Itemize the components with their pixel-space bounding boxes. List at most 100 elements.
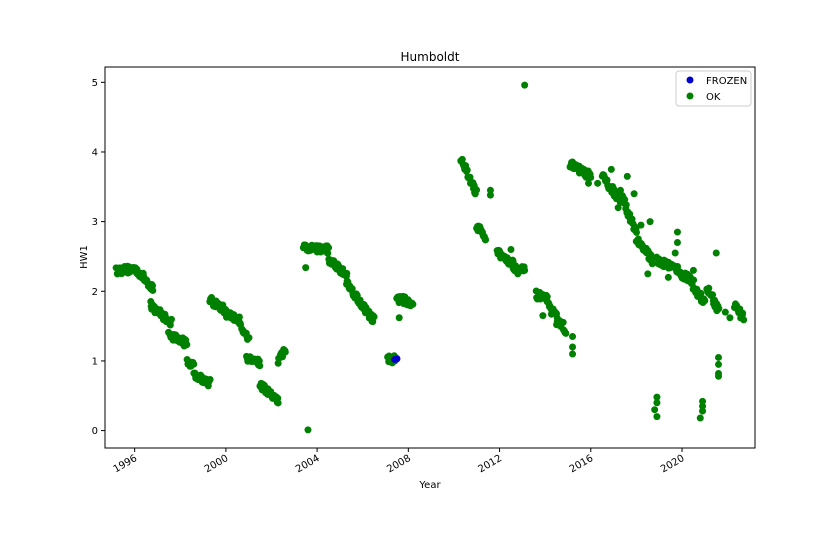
data-point-ok bbox=[651, 406, 659, 414]
data-point-ok bbox=[569, 350, 577, 358]
data-point-ok bbox=[482, 236, 490, 244]
data-point-ok bbox=[190, 360, 198, 368]
data-layer bbox=[112, 81, 748, 434]
data-point-ok bbox=[633, 228, 641, 236]
data-point-ok bbox=[644, 270, 652, 278]
y-tick-label: 4 bbox=[92, 147, 98, 158]
data-point-ok bbox=[712, 249, 720, 257]
data-point-ok bbox=[671, 249, 679, 257]
data-point-ok bbox=[507, 245, 515, 253]
data-point-ok bbox=[521, 266, 529, 274]
data-point-ok bbox=[630, 190, 638, 198]
data-point-ok bbox=[274, 399, 282, 407]
data-point-ok bbox=[689, 266, 697, 274]
data-point-ok bbox=[235, 313, 243, 321]
data-point-ok bbox=[715, 372, 723, 380]
y-tick-label: 3 bbox=[92, 217, 98, 228]
data-point-ok bbox=[690, 276, 698, 284]
data-point-ok bbox=[637, 221, 645, 229]
data-point-ok bbox=[726, 314, 734, 322]
data-point-ok bbox=[553, 321, 561, 329]
x-tick-label: 2020 bbox=[659, 453, 687, 475]
legend-label-frozen: FROZEN bbox=[706, 76, 747, 87]
legend-marker-frozen bbox=[686, 76, 694, 84]
data-point-ok bbox=[616, 186, 624, 194]
data-point-ok bbox=[699, 407, 707, 415]
x-axis-ticks: 1996 2000 2004 2008 2012 2016 2020 bbox=[112, 448, 687, 475]
plot-frame bbox=[104, 66, 756, 449]
data-point-ok bbox=[149, 286, 157, 294]
data-point-ok bbox=[653, 413, 661, 421]
data-point-ok bbox=[206, 376, 214, 384]
data-point-ok bbox=[473, 186, 481, 194]
legend-label-ok: OK bbox=[706, 92, 721, 103]
data-point-ok bbox=[324, 249, 332, 257]
legend-marker-ok bbox=[686, 92, 694, 100]
data-point-ok bbox=[607, 165, 615, 173]
data-point-ok bbox=[664, 273, 672, 281]
y-axis-label: HW1 bbox=[79, 245, 90, 269]
data-point-ok bbox=[486, 191, 494, 199]
data-point-ok bbox=[715, 305, 723, 313]
data-point-ok bbox=[539, 312, 547, 320]
chart-title: Humboldt bbox=[401, 50, 460, 64]
data-point-ok bbox=[302, 264, 310, 272]
data-point-ok bbox=[325, 244, 333, 252]
data-point-ok bbox=[585, 179, 593, 187]
y-tick-label: 1 bbox=[92, 356, 98, 367]
data-point-ok bbox=[699, 397, 707, 405]
x-tick-label: 2012 bbox=[477, 453, 505, 475]
data-point-ok bbox=[709, 291, 717, 299]
data-point-ok bbox=[463, 166, 471, 174]
data-point-ok bbox=[256, 362, 264, 370]
data-point-ok bbox=[622, 201, 630, 209]
data-point-ok bbox=[603, 176, 611, 184]
data-point-ok bbox=[343, 269, 351, 277]
data-point-ok bbox=[721, 308, 729, 316]
data-point-ok bbox=[167, 315, 175, 323]
data-point-ok bbox=[486, 186, 494, 194]
data-point-ok bbox=[673, 228, 681, 236]
data-point-ok bbox=[166, 321, 174, 329]
data-point-ok bbox=[715, 360, 723, 368]
y-tick-label: 5 bbox=[92, 78, 98, 89]
data-point-ok bbox=[562, 329, 570, 337]
data-point-ok bbox=[543, 293, 551, 301]
data-point-ok bbox=[304, 426, 312, 434]
data-point-ok bbox=[701, 297, 709, 305]
data-point-ok bbox=[739, 309, 747, 317]
data-point-ok bbox=[587, 174, 595, 182]
data-point-ok bbox=[521, 81, 529, 89]
x-tick-label: 2000 bbox=[203, 453, 231, 475]
data-point-ok bbox=[699, 402, 707, 410]
legend-box bbox=[675, 70, 752, 107]
x-tick-label: 1996 bbox=[112, 453, 140, 475]
data-point-ok bbox=[594, 179, 602, 187]
data-point-ok bbox=[281, 348, 289, 356]
y-axis-ticks: 0 1 2 3 4 5 bbox=[92, 78, 105, 437]
data-point-ok bbox=[646, 218, 654, 226]
data-point-ok bbox=[705, 284, 713, 292]
data-point-ok bbox=[559, 318, 567, 326]
x-tick-label: 2016 bbox=[568, 453, 596, 475]
data-point-ok bbox=[614, 204, 622, 212]
x-tick-label: 2008 bbox=[385, 453, 413, 475]
data-point-ok bbox=[370, 313, 378, 321]
data-point-ok bbox=[183, 341, 191, 349]
data-point-ok bbox=[348, 285, 356, 293]
y-tick-label: 2 bbox=[92, 287, 98, 298]
data-point-ok bbox=[697, 289, 705, 297]
data-point-ok bbox=[409, 300, 417, 308]
data-point-ok bbox=[648, 260, 656, 268]
data-point-ok bbox=[569, 333, 577, 341]
data-point-ok bbox=[395, 314, 403, 322]
data-point-ok bbox=[514, 270, 522, 278]
x-axis-label: Year bbox=[418, 480, 441, 491]
data-point-ok bbox=[673, 239, 681, 247]
data-point-ok bbox=[696, 414, 704, 422]
data-point-ok bbox=[653, 393, 661, 401]
data-point-ok bbox=[715, 353, 723, 361]
y-tick-label: 0 bbox=[92, 426, 98, 437]
legend: FROZEN OK bbox=[675, 70, 752, 107]
